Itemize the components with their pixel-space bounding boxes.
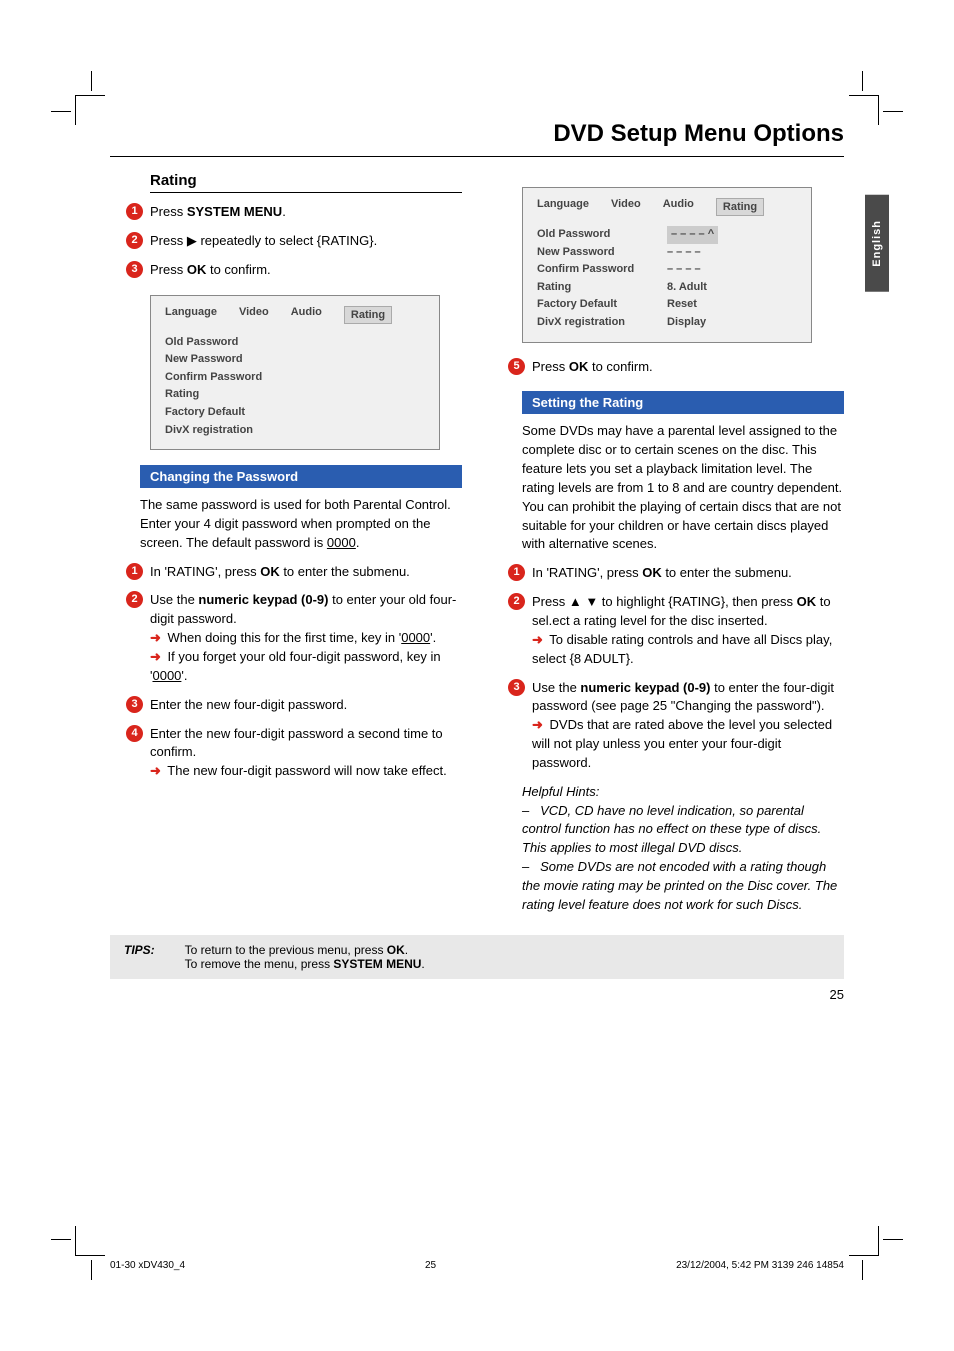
menu-label: Rating xyxy=(537,279,667,297)
menu-label: Old Password xyxy=(165,334,295,352)
page-number: 25 xyxy=(110,987,844,1002)
menu-label: Factory Default xyxy=(537,296,667,314)
menu-label: Factory Default xyxy=(165,404,295,422)
menu-label: Old Password xyxy=(537,226,667,244)
menu-value: 8. Adult xyxy=(667,279,797,297)
menu-label: DivX registration xyxy=(165,422,295,440)
menu-tab: Language xyxy=(165,306,217,324)
right-column: LanguageVideoAudioRatingOld Password– – … xyxy=(492,172,844,915)
step-1: 1In 'RATING', press OK to enter the subm… xyxy=(532,564,844,583)
menu-tabs: Language Video Audio Rating xyxy=(165,306,425,324)
step-2: 2Press ▲ ▼ to highlight {RATING}, then p… xyxy=(532,593,844,668)
menu-value xyxy=(295,422,425,440)
menu-label: New Password xyxy=(165,351,295,369)
footer-left: 01-30 xDV430_4 xyxy=(110,1260,185,1271)
menu-value xyxy=(295,334,425,352)
menu-value: – – – – xyxy=(667,244,797,262)
menu-row: Old Password xyxy=(165,334,425,352)
menu-row: Confirm Password xyxy=(165,369,425,387)
crop-bl xyxy=(75,1226,105,1256)
menu-row: Factory Default xyxy=(165,404,425,422)
menu-row: Rating xyxy=(165,386,425,404)
step-num-icon: 3 xyxy=(126,696,143,713)
menu-rows: Old Password– – – – ^New Password– – – –… xyxy=(537,226,797,332)
footer-right: 23/12/2004, 5:42 PM 3139 246 14854 xyxy=(676,1260,844,1271)
step-num-icon: 5 xyxy=(508,358,525,375)
step-num-icon: 1 xyxy=(126,563,143,580)
menu-value: Reset xyxy=(667,296,797,314)
setting-rating-intro: Some DVDs may have a parental level assi… xyxy=(492,422,844,554)
page-title: DVD Setup Menu Options xyxy=(110,120,844,157)
menu-label: Confirm Password xyxy=(537,261,667,279)
menu-tab: Video xyxy=(611,198,641,216)
menu-value xyxy=(295,351,425,369)
step-num-icon: 3 xyxy=(508,679,525,696)
step-num-icon: 2 xyxy=(508,593,525,610)
step-2: 2Use the numeric keypad (0-9) to enter y… xyxy=(150,591,462,685)
menu-row: DivX registrationDisplay xyxy=(537,314,797,332)
footer: 01-30 xDV430_4 25 23/12/2004, 5:42 PM 31… xyxy=(110,1260,844,1271)
step-3: 3Use the numeric keypad (0-9) to enter t… xyxy=(532,679,844,773)
step-5: 5Press OK to confirm. xyxy=(492,358,844,377)
menu-tabs: Language Video Audio Rating xyxy=(537,198,797,216)
changing-password-bar: Changing the Password xyxy=(140,465,462,488)
menu-value: – – – – xyxy=(667,261,797,279)
crop-tr xyxy=(849,95,879,125)
step-1: 1Press SYSTEM MENU. xyxy=(150,203,462,222)
tips-label: TIPS: xyxy=(124,943,155,971)
menu-tab: Video xyxy=(239,306,269,324)
setting-rating-steps: 1In 'RATING', press OK to enter the subm… xyxy=(492,564,844,772)
menu-rows: Old PasswordNew PasswordConfirm Password… xyxy=(165,334,425,440)
language-tab: English xyxy=(865,195,889,292)
step-4: 4Enter the new four-digit password a sec… xyxy=(150,725,462,782)
menu-row: DivX registration xyxy=(165,422,425,440)
rating-steps: 1Press SYSTEM MENU. 2Press ▶ repeatedly t… xyxy=(110,203,462,280)
step-num-icon: 1 xyxy=(508,564,525,581)
menu-label: New Password xyxy=(537,244,667,262)
menu-value xyxy=(295,386,425,404)
menu-row: New Password xyxy=(165,351,425,369)
menu-row: Factory DefaultReset xyxy=(537,296,797,314)
step-num-icon: 3 xyxy=(126,261,143,278)
menu-row: Old Password– – – – ^ xyxy=(537,226,797,244)
menu-value: Display xyxy=(667,314,797,332)
menu-tab: Rating xyxy=(344,306,392,324)
step-num-icon: 2 xyxy=(126,232,143,249)
menu-value xyxy=(295,369,425,387)
step-num-icon: 2 xyxy=(126,591,143,608)
step-num-icon: 4 xyxy=(126,725,143,742)
step-3: 3Enter the new four-digit password. xyxy=(150,696,462,715)
menu-label: Confirm Password xyxy=(165,369,295,387)
menu-row: New Password– – – – xyxy=(537,244,797,262)
menu-value: – – – – ^ xyxy=(667,226,718,244)
changing-password-intro: The same password is used for both Paren… xyxy=(110,496,462,553)
menu-tab: Audio xyxy=(663,198,694,216)
helpful-hints: Helpful Hints:– VCD, CD have no level in… xyxy=(492,783,844,915)
step-1: 1In 'RATING', press OK to enter the subm… xyxy=(150,563,462,582)
menu-box-1: LanguageVideoAudioRatingOld PasswordNew … xyxy=(150,295,440,451)
menu-tab: Audio xyxy=(291,306,322,324)
menu-value xyxy=(295,404,425,422)
footer-mid: 25 xyxy=(425,1260,436,1271)
menu-label: DivX registration xyxy=(537,314,667,332)
tips-text: To return to the previous menu, press OK… xyxy=(185,943,425,971)
crop-br xyxy=(849,1226,879,1256)
crop-tl xyxy=(75,95,105,125)
menu-row: Confirm Password– – – – xyxy=(537,261,797,279)
left-column: Rating 1Press SYSTEM MENU. 2Press ▶ repea… xyxy=(110,172,462,915)
menu-row: Rating8. Adult xyxy=(537,279,797,297)
step-5: 5Press OK to confirm. xyxy=(532,358,844,377)
menu-box-2: LanguageVideoAudioRatingOld Password– – … xyxy=(522,187,812,343)
step-num-icon: 1 xyxy=(126,203,143,220)
step-3: 3Press OK to confirm. xyxy=(150,261,462,280)
menu-tab: Rating xyxy=(716,198,764,216)
rating-heading: Rating xyxy=(150,172,462,193)
tips-box: TIPS: To return to the previous menu, pr… xyxy=(110,935,844,979)
setting-rating-bar: Setting the Rating xyxy=(522,391,844,414)
step-2: 2Press ▶ repeatedly to select {RATING}. xyxy=(150,232,462,251)
changing-password-steps: 1In 'RATING', press OK to enter the subm… xyxy=(110,563,462,781)
menu-label: Rating xyxy=(165,386,295,404)
menu-tab: Language xyxy=(537,198,589,216)
